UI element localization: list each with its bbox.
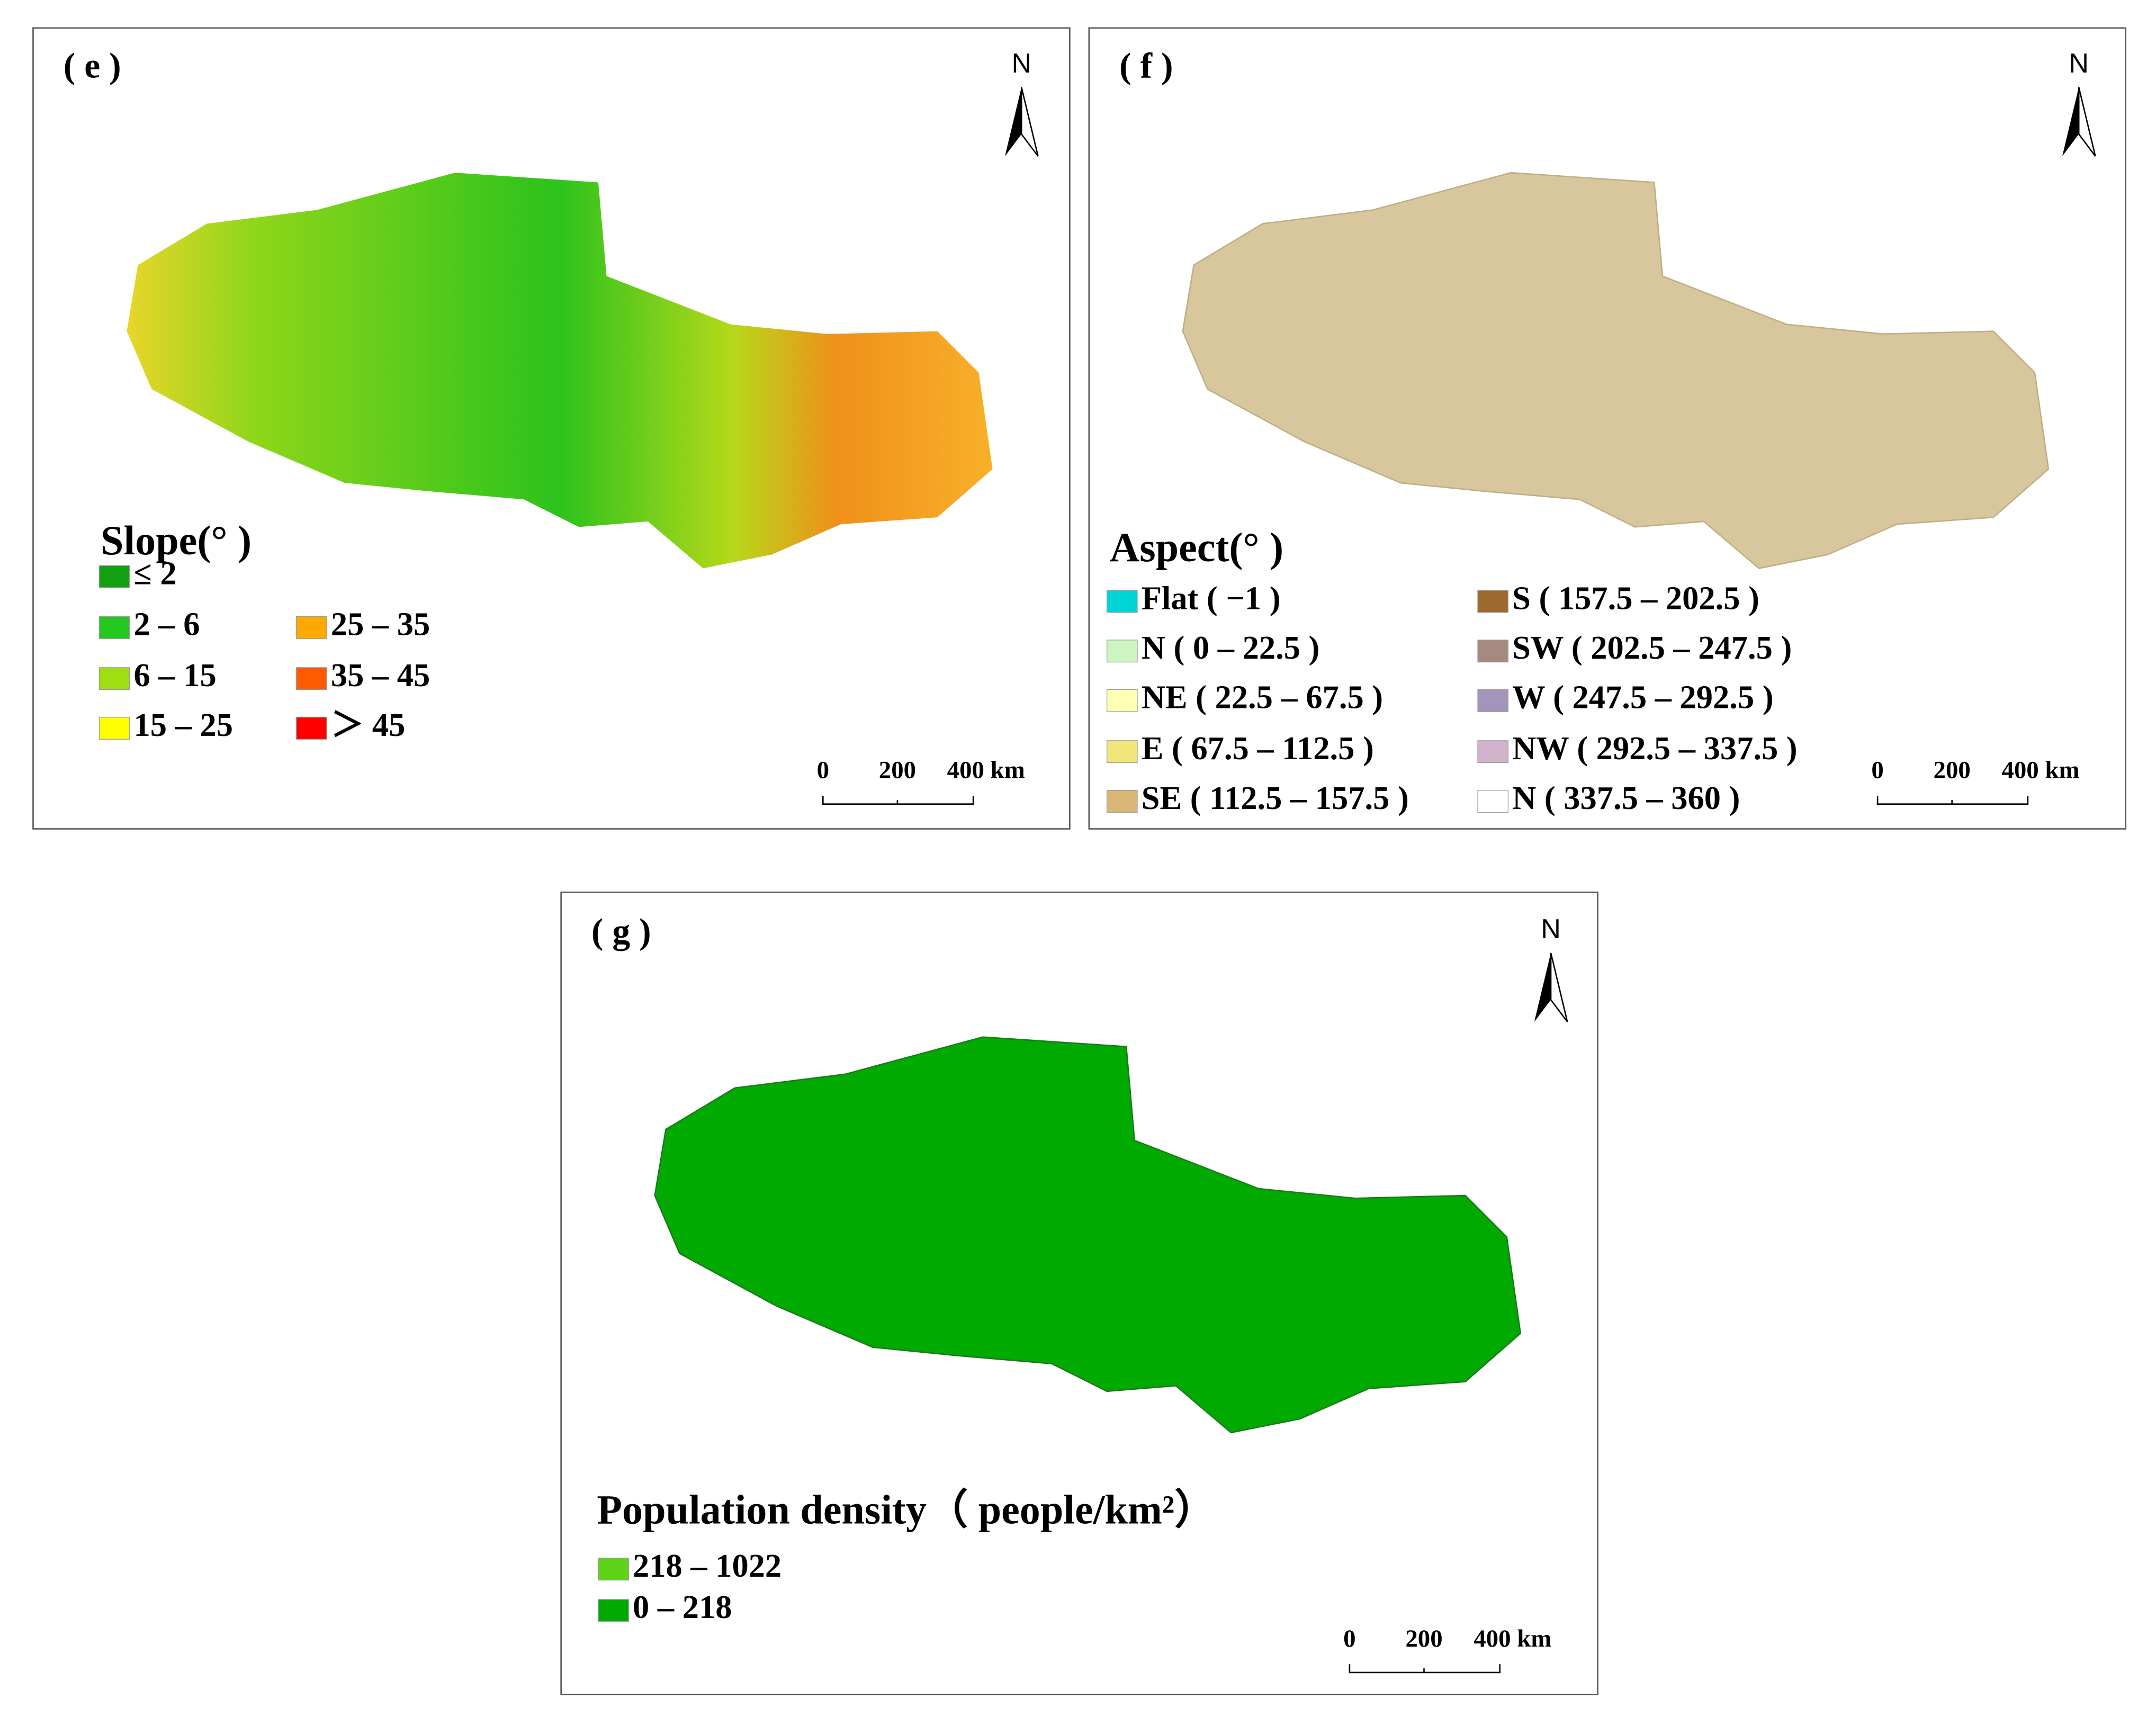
legend-swatch [98,667,130,690]
legend-swatch [1477,640,1508,663]
north-arrow [1550,952,1568,1022]
legend-swatch [1107,689,1138,712]
panel-label: ( f ) [1119,46,1173,85]
scale-label: 0 [817,757,829,784]
legend-label: 2 – 6 [134,606,200,643]
scale-label: 400 km [947,757,1025,784]
legend-swatch [98,565,130,588]
scale-bar [822,796,974,805]
panel-frame [560,891,1598,1695]
legend-title: Population density（ people/km²） [597,1486,1216,1532]
scale-label: 200 [1405,1625,1442,1652]
scale-label: 0 [1343,1625,1355,1652]
legend-label: ＞ 45 [331,706,406,743]
legend-swatch [296,616,327,639]
legend-swatch [1107,789,1138,813]
aspect-map [1182,172,2050,569]
legend-swatch [1107,590,1138,613]
scale-label: 400 km [2001,757,2079,784]
legend-label: SE ( 112.5 – 157.5 ) [1142,779,1409,816]
legend-swatch [1477,789,1508,813]
legend-swatch [296,716,327,740]
legend-label: N ( 337.5 – 360 ) [1512,779,1740,816]
legend-label: 25 – 35 [331,606,430,643]
north-arrow [1005,87,1022,156]
legend-label: 218 – 1022 [633,1547,781,1584]
legend-label: SW ( 202.5 – 247.5 ) [1512,629,1792,666]
legend-label: E ( 67.5 – 112.5 ) [1142,730,1374,767]
legend-label: NW ( 292.5 – 337.5 ) [1512,730,1798,767]
panel-frame [32,27,1071,830]
legend-title: Aspect(° ) [1110,524,1283,570]
scale-label: 200 [879,757,916,784]
panel-label: ( g ) [591,912,651,951]
scale-bar [1876,796,2029,805]
north-label: N [1011,48,1031,79]
legend-swatch [1107,640,1138,663]
legend-label: S ( 157.5 – 202.5 ) [1512,579,1759,616]
slope-map [127,173,993,569]
legend-swatch [296,667,327,690]
scale-bar [1349,1664,1501,1674]
legend-label: 15 – 25 [134,706,233,743]
panel-frame [1088,27,2127,830]
north-label: N [1541,914,1561,945]
legend-swatch [1477,590,1508,613]
scale-label: 0 [1871,757,1883,784]
legend-swatch [1477,740,1508,763]
legend-label: NE ( 22.5 – 67.5 ) [1142,679,1383,716]
scale-label: 200 [1934,757,1971,784]
north-arrow [1534,952,1551,1022]
scale-label: 400 km [1474,1625,1551,1652]
legend-title: Slope(° ) [101,517,251,563]
legend-label: ≤ 2 [134,554,177,591]
legend-label: N ( 0 – 22.5 ) [1142,629,1320,666]
legend-swatch [98,616,130,639]
north-arrow [1020,87,1039,157]
legend-label: 0 – 218 [633,1588,732,1625]
north-label: N [2069,48,2089,79]
legend-label: Flat ( −1 ) [1142,579,1281,616]
legend-swatch [1477,689,1508,712]
legend-label: 35 – 45 [331,657,430,694]
legend-swatch [1107,740,1138,763]
legend-label: 6 – 15 [134,657,217,694]
legend-label: W ( 247.5 – 292.5 ) [1512,679,1773,716]
north-arrow [2062,87,2079,156]
legend-swatch [598,1558,629,1581]
north-arrow [2078,87,2096,157]
population-map [654,1036,1522,1434]
legend-swatch [98,716,130,740]
panel-label: ( e ) [64,46,121,85]
legend-swatch [598,1599,629,1622]
